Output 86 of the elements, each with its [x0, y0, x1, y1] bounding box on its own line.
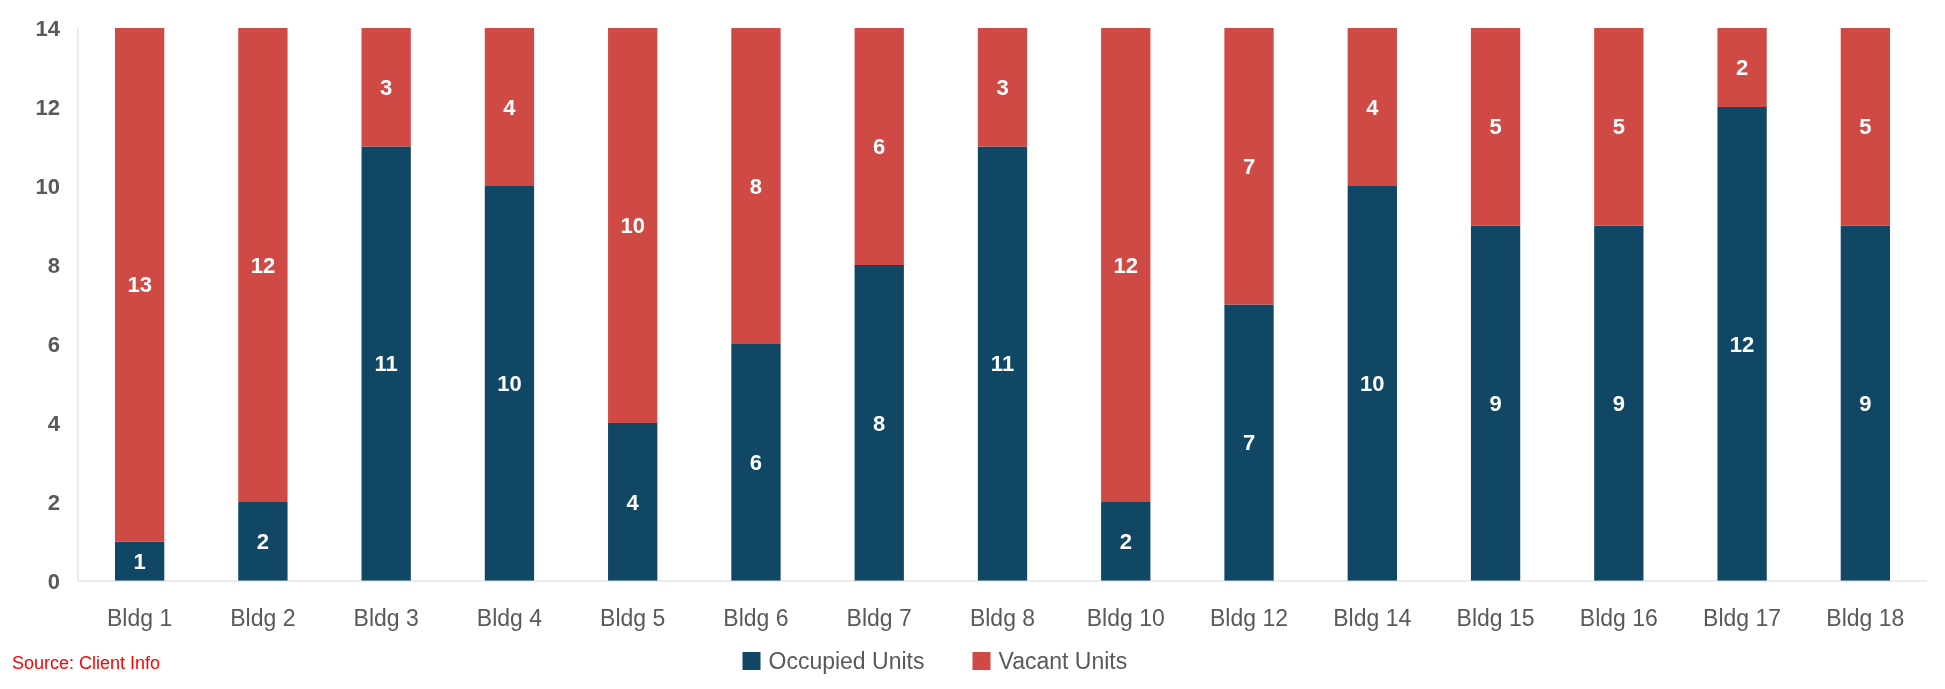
bar — [608, 28, 658, 423]
bar — [1101, 28, 1151, 502]
y-tick-label: 8 — [47, 252, 60, 278]
legend-label: Occupied Units — [768, 648, 925, 674]
data-label: 3 — [996, 74, 1009, 100]
bar — [1101, 502, 1151, 581]
data-label: 12 — [1113, 252, 1139, 278]
data-label: 5 — [1859, 114, 1872, 140]
bar — [1470, 225, 1521, 581]
data-label: 13 — [127, 272, 152, 298]
y-tick-label: 6 — [47, 331, 60, 357]
y-tick-label: 14 — [35, 15, 61, 41]
source-note: Source: Client Info — [12, 653, 161, 673]
bar — [361, 146, 411, 581]
bar — [1594, 28, 1644, 226]
bar — [1840, 28, 1891, 226]
x-tick-label: Bldg 14 — [1333, 605, 1412, 631]
y-tick-label: 2 — [47, 489, 60, 515]
legend-label: Vacant Units — [998, 648, 1128, 674]
bar — [1224, 304, 1274, 581]
bar — [361, 28, 411, 147]
bar — [1347, 28, 1397, 186]
y-tick-label: 12 — [35, 94, 60, 120]
bar — [1470, 28, 1521, 226]
bar — [484, 186, 535, 581]
data-label: 4 — [503, 94, 517, 120]
x-tick-label: Bldg 4 — [476, 605, 543, 631]
data-label: 9 — [1489, 390, 1502, 416]
x-tick-label: Bldg 3 — [353, 605, 419, 631]
data-label: 10 — [620, 213, 645, 239]
data-label: 1 — [133, 548, 146, 574]
bar — [977, 146, 1028, 581]
data-label: 2 — [256, 529, 270, 555]
bar — [1840, 225, 1891, 581]
bar — [114, 28, 165, 542]
x-tick-label: Bldg 6 — [723, 605, 789, 631]
bar — [731, 28, 781, 344]
data-label: 10 — [497, 371, 522, 397]
data-label: 3 — [380, 74, 393, 100]
y-tick-label: 0 — [47, 568, 60, 594]
x-tick-label: Bldg 15 — [1456, 605, 1535, 631]
data-label: 7 — [1242, 153, 1256, 179]
x-tick-label: Bldg 12 — [1210, 605, 1289, 631]
data-label: 12 — [1729, 331, 1755, 357]
data-label: 8 — [749, 173, 763, 199]
bar — [731, 344, 781, 581]
data-label: 9 — [1859, 390, 1872, 416]
x-tick-label: Bldg 7 — [846, 605, 912, 631]
data-label: 12 — [250, 252, 276, 278]
bar — [114, 541, 165, 581]
x-tick-label: Bldg 8 — [969, 605, 1036, 631]
bar — [1717, 107, 1767, 581]
data-label: 11 — [990, 351, 1015, 377]
bar — [854, 265, 904, 581]
data-label: 11 — [374, 351, 398, 377]
data-label: 5 — [1612, 114, 1625, 140]
bar — [238, 28, 288, 502]
data-label: 8 — [873, 410, 886, 436]
data-label: 6 — [873, 134, 886, 160]
bar — [977, 28, 1028, 147]
bar — [1717, 28, 1767, 107]
bar — [608, 423, 658, 581]
x-tick-label: Bldg 16 — [1579, 605, 1658, 631]
data-label: 2 — [1735, 55, 1749, 81]
bar — [1347, 186, 1397, 581]
y-tick-label: 10 — [35, 173, 60, 199]
data-label: 2 — [1119, 529, 1132, 555]
y-tick-label: 4 — [47, 410, 61, 436]
data-label: 4 — [1366, 94, 1380, 120]
data-label: 7 — [1242, 430, 1256, 456]
data-label: 6 — [749, 450, 763, 476]
bar — [238, 502, 288, 581]
x-tick-label: Bldg 5 — [600, 605, 666, 631]
bar — [484, 28, 535, 186]
data-label: 4 — [626, 489, 640, 515]
x-tick-label: Bldg 2 — [230, 605, 296, 631]
data-label: 5 — [1489, 114, 1502, 140]
x-tick-label: Bldg 17 — [1703, 605, 1782, 631]
x-tick-label: Bldg 1 — [107, 605, 173, 631]
data-label: 9 — [1612, 390, 1625, 416]
bar — [1594, 225, 1644, 581]
bar — [854, 28, 904, 265]
bar — [1224, 28, 1274, 305]
x-tick-label: Bldg 10 — [1086, 605, 1165, 631]
x-tick-label: Bldg 18 — [1826, 605, 1905, 631]
data-label: 10 — [1360, 371, 1385, 397]
